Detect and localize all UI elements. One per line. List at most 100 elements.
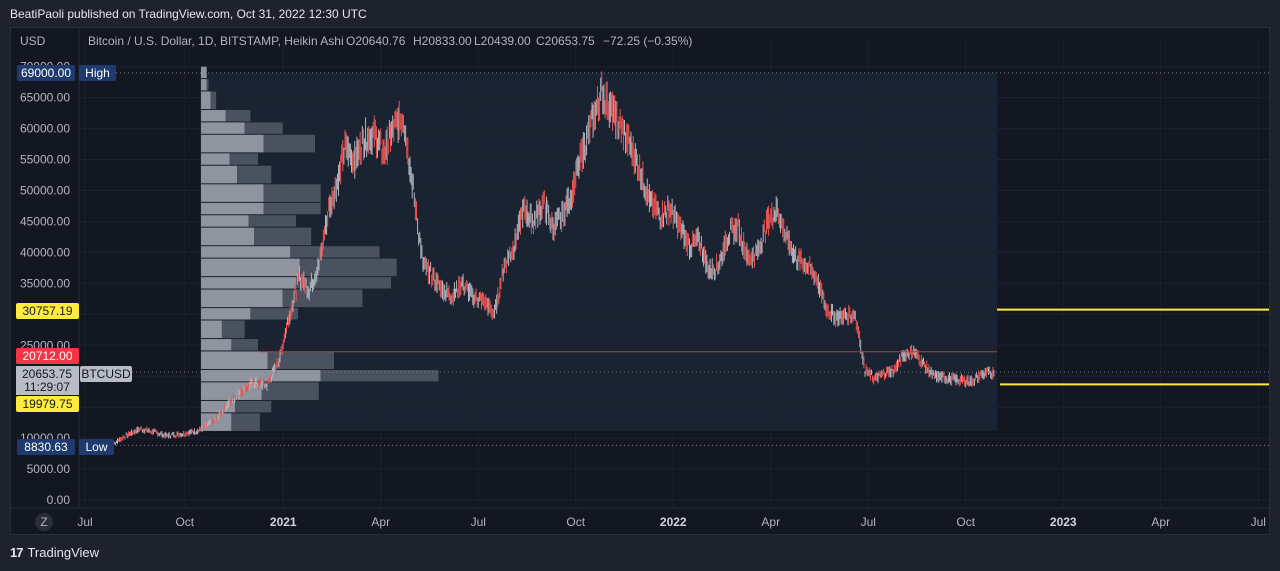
tradingview-logo[interactable]: 17 TradingView [10,545,99,560]
profile-bar-up [201,339,232,351]
x-tick-label: Oct [566,515,585,529]
profile-bar-up [201,227,255,246]
y-axis-unit: USD [20,34,46,48]
red-price-tag-bg [16,348,79,364]
x-tick-label: Apr [371,515,390,529]
profile-bar-up [201,91,211,110]
x-tick-label: Apr [1151,515,1170,529]
low-value-tag: 8830.63 [24,440,68,454]
high-text-tag-bg [79,65,116,81]
symbol-tag-bg [80,366,132,382]
low-value-tag-bg [17,439,75,455]
profile-bar-up [201,308,251,320]
level-upper-tag-bg [16,303,79,319]
symbol-tag: BTCUSD [81,367,131,381]
profile-bar-down [261,382,319,400]
profile-bar-down [282,289,363,308]
y-tick-label: 0.00 [47,493,71,507]
profile-bar-up [201,134,264,153]
legend-high: H20833.00 [413,34,472,48]
profile-bar-down [320,370,439,382]
profile-bar-down [267,351,334,370]
svg-text:Z: Z [40,515,47,529]
profile-bar-down [263,134,315,153]
profile-bar-down [237,165,272,184]
profile-bar-up [201,202,264,215]
low-text-tag-bg [79,439,114,455]
profile-bar-down [250,308,298,320]
profile-bar-down [254,227,312,246]
level-upper-tag: 30757.19 [22,304,72,318]
y-tick-label: 40000.00 [20,245,70,259]
legend-low: L20439.00 [474,34,531,48]
y-tick-label: 55000.00 [20,153,70,167]
profile-bar-up [201,277,296,289]
profile-bar-down [263,202,321,215]
y-tick-label: 35000.00 [20,276,70,290]
x-tick-label: Oct [175,515,194,529]
profile-bar-up [201,66,207,79]
level-lower-tag: 19979.75 [22,397,72,411]
high-value-tag: 69000.00 [21,66,71,80]
last-price-bg [16,366,79,395]
profile-bar-up [201,289,283,308]
x-tick-label: Jul [471,515,486,529]
y-tick-label: 65000.00 [20,91,70,105]
profile-bar-down [231,339,258,351]
tradingview-logo-mark: 17 [10,545,24,560]
volume-profile [201,66,439,431]
price-tags: 69000.00 High 8830.63 Low 30757.19 19979.75 20… [16,65,132,455]
x-tick-label: 2022 [660,515,687,529]
profile-bar-up [201,400,236,413]
timezone-button[interactable]: Z [35,513,53,531]
profile-bar-up [201,215,249,227]
x-tick-label: 2023 [1050,515,1077,529]
profile-bar-down [296,277,391,289]
high-value-tag-bg [17,65,75,81]
legend-change: −72.25 (−0.35%) [603,34,692,48]
price-series [113,71,995,446]
x-tick-label: Jul [77,515,92,529]
profile-bar-up [201,79,207,91]
publish-info: BeatiPaoli published on TradingView.com,… [10,7,367,21]
level-lower-tag-bg [16,396,79,412]
profile-bar-down [263,184,321,202]
y-tick-label: 60000.00 [20,122,70,136]
profile-bar-up [201,413,232,431]
profile-bar-down [244,122,283,134]
profile-bar-down [229,153,258,165]
y-tick-label: 45000.00 [20,214,70,228]
high-text-tag: High [85,66,110,80]
profile-bar-up [201,351,268,370]
profile-bar-up [201,184,264,202]
y-tick-label: 50000.00 [20,184,70,198]
tradingview-logo-text: TradingView [27,545,100,560]
levels [80,72,1269,446]
profile-bar-down [210,91,217,110]
x-tick-label: Jul [861,515,876,529]
profile-bar-down [248,215,296,227]
profile-bar-down [235,400,272,413]
last-price-value: 20653.75 [22,367,72,381]
profile-bar-down [206,79,209,91]
profile-bar-down [299,258,397,277]
x-tick-label: 2021 [270,515,297,529]
profile-bar-up [201,122,245,134]
profile-bar-down [221,320,245,339]
x-tick-label: Apr [761,515,780,529]
red-price-tag: 20712.00 [22,349,72,363]
low-text-tag: Low [85,440,107,454]
profile-bar-up [201,165,238,184]
legend-open: O20640.76 [346,34,406,48]
profile-bar-up [201,258,300,277]
profile-bar-up [201,370,321,382]
profile-bar-down [225,110,251,122]
x-tick-label: Oct [956,515,975,529]
profile-bar-down [231,413,260,431]
legend-close: C20653.75 [536,34,595,48]
profile-bar-down [290,246,380,258]
profile-bar-up [201,110,226,122]
profile-bar-up [201,320,222,339]
x-tick-label: Jul [1251,515,1266,529]
